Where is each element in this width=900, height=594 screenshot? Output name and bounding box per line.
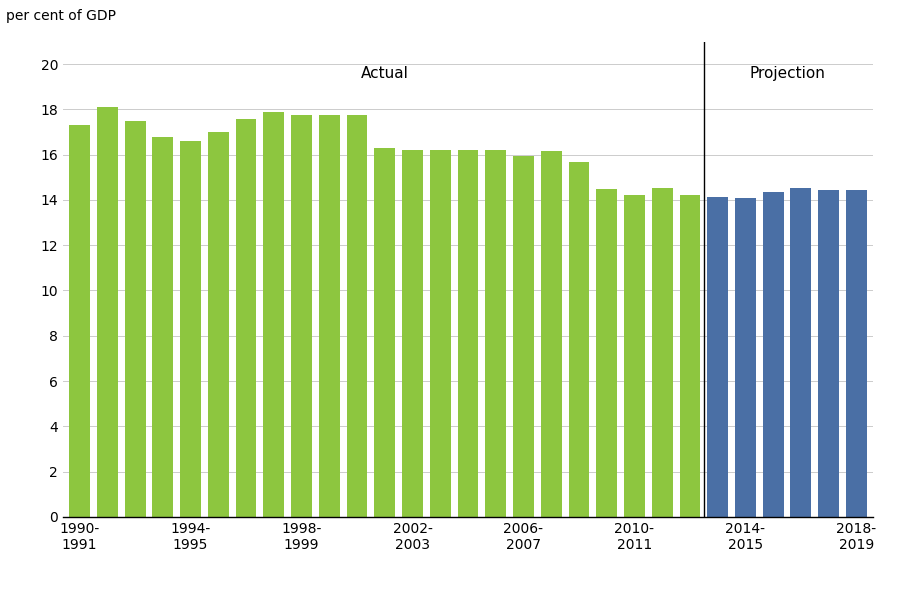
Bar [652,188,672,517]
Text: per cent of GDP: per cent of GDP [6,8,116,23]
Bar [292,115,312,517]
Bar [680,195,700,517]
Bar [457,150,479,517]
Bar [513,156,534,517]
Bar [597,189,617,517]
Bar [707,197,728,517]
Text: Projection: Projection [749,66,825,81]
Bar [97,107,118,517]
Bar [374,148,395,517]
Bar [180,141,201,517]
Bar [818,190,839,517]
Bar [735,198,756,517]
Bar [485,150,506,517]
Bar [319,115,339,517]
Bar [402,150,423,517]
Bar [346,115,367,517]
Bar [208,132,229,517]
Bar [762,192,784,517]
Bar [846,190,867,517]
Bar [541,151,562,517]
Bar [69,125,90,517]
Bar [624,195,644,517]
Bar [125,121,146,517]
Bar [790,188,811,517]
Text: Actual: Actual [361,66,409,81]
Bar [152,137,174,517]
Bar [569,162,590,517]
Bar [430,150,451,517]
Bar [236,119,256,517]
Bar [264,112,284,517]
